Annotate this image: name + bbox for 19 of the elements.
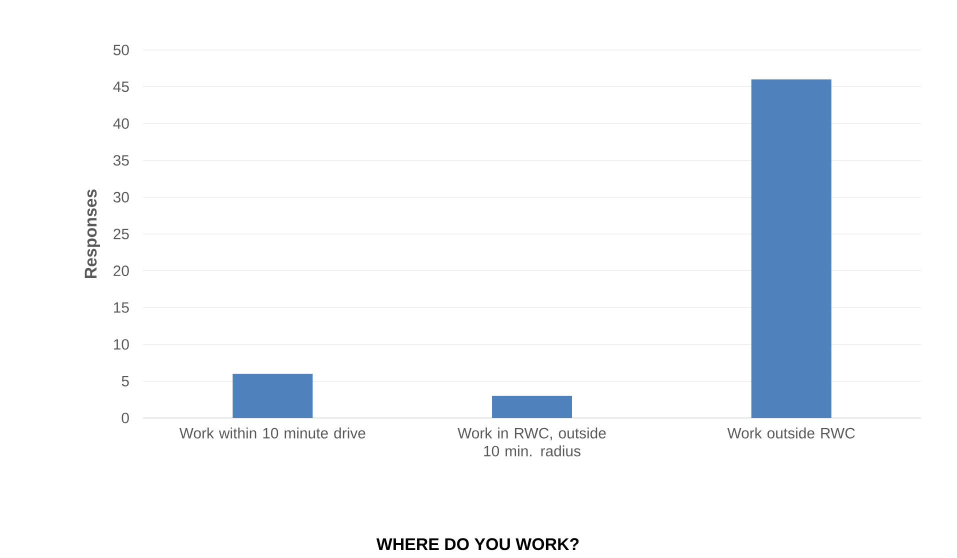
y-tick-label: 20 (114, 265, 129, 276)
y-tick-label: 35 (113, 155, 129, 166)
y-tick-label: 50 (113, 44, 129, 56)
y-tick-label: 45 (113, 82, 129, 92)
bar (751, 79, 832, 418)
y-axis-title: Responses (84, 190, 100, 278)
x-tick-label: Work in RWC, outside 10 min. radius (458, 428, 606, 456)
y-tick-label: 5 (122, 376, 129, 386)
y-tick-label: 30 (113, 192, 129, 202)
y-tick-label: 15 (114, 302, 129, 313)
x-tick-label: Work within 10 minute drive (179, 428, 366, 438)
bar (492, 396, 572, 418)
y-tick-label: 25 (114, 228, 129, 240)
bar (232, 374, 313, 418)
text: WHERE DO YOU WORK? (376, 538, 579, 550)
y-tick-label: 40 (113, 118, 129, 129)
y-tick-label: 10 (114, 339, 129, 350)
x-tick-label: Work outside RWC (727, 428, 855, 438)
y-tick-label: 0 (122, 412, 129, 424)
